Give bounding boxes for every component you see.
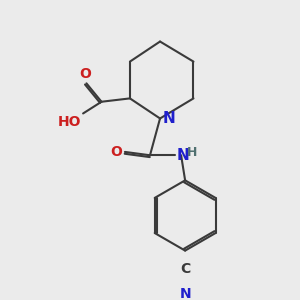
Text: N: N [163,111,176,126]
Text: O: O [110,145,122,159]
Text: HO: HO [58,115,81,129]
Text: N: N [176,148,189,163]
Text: N: N [179,287,191,300]
Text: O: O [79,67,91,81]
Text: H: H [187,146,197,159]
Text: C: C [180,262,190,276]
